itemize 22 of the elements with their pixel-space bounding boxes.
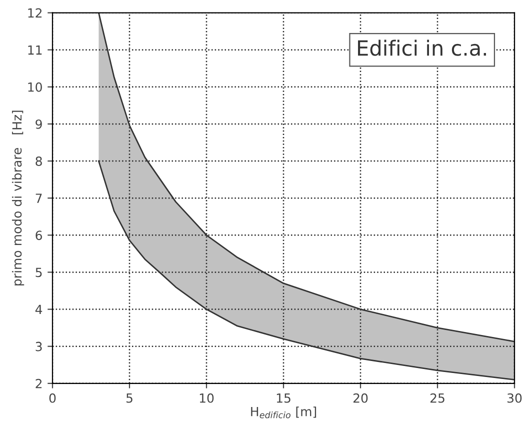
x-tick-label: 10 xyxy=(200,393,214,403)
y-tick-label: 9 xyxy=(36,119,42,129)
y-tick-label: 12 xyxy=(28,8,42,18)
y-tick-label: 8 xyxy=(36,156,42,166)
y-tick-label: 10 xyxy=(28,82,42,92)
y-tick-label: 4 xyxy=(35,304,42,314)
y-axis-title: primo modo di vibrare [Hz] xyxy=(12,110,24,286)
line-series xyxy=(98,160,514,380)
x-tick-label: 25 xyxy=(430,393,444,403)
x-tick-label: 30 xyxy=(508,393,522,403)
y-tick-label: 2 xyxy=(36,378,42,388)
y-tick-label: 5 xyxy=(36,268,42,278)
x-tick-label: 15 xyxy=(276,394,290,403)
y-tick-label: 7 xyxy=(36,194,42,203)
x-axis-title: H$_{edificio}$ [m] xyxy=(251,406,316,418)
y-tick-label: 6 xyxy=(36,230,42,240)
x-tick-label: 5 xyxy=(126,394,132,403)
x-tick-label: 20 xyxy=(353,393,368,403)
y-tick-label: 3 xyxy=(36,342,42,352)
annotation: Edifici in c.a. xyxy=(358,40,486,56)
y-tick-label: 11 xyxy=(28,45,42,55)
x-tick-label: 0 xyxy=(49,393,56,403)
